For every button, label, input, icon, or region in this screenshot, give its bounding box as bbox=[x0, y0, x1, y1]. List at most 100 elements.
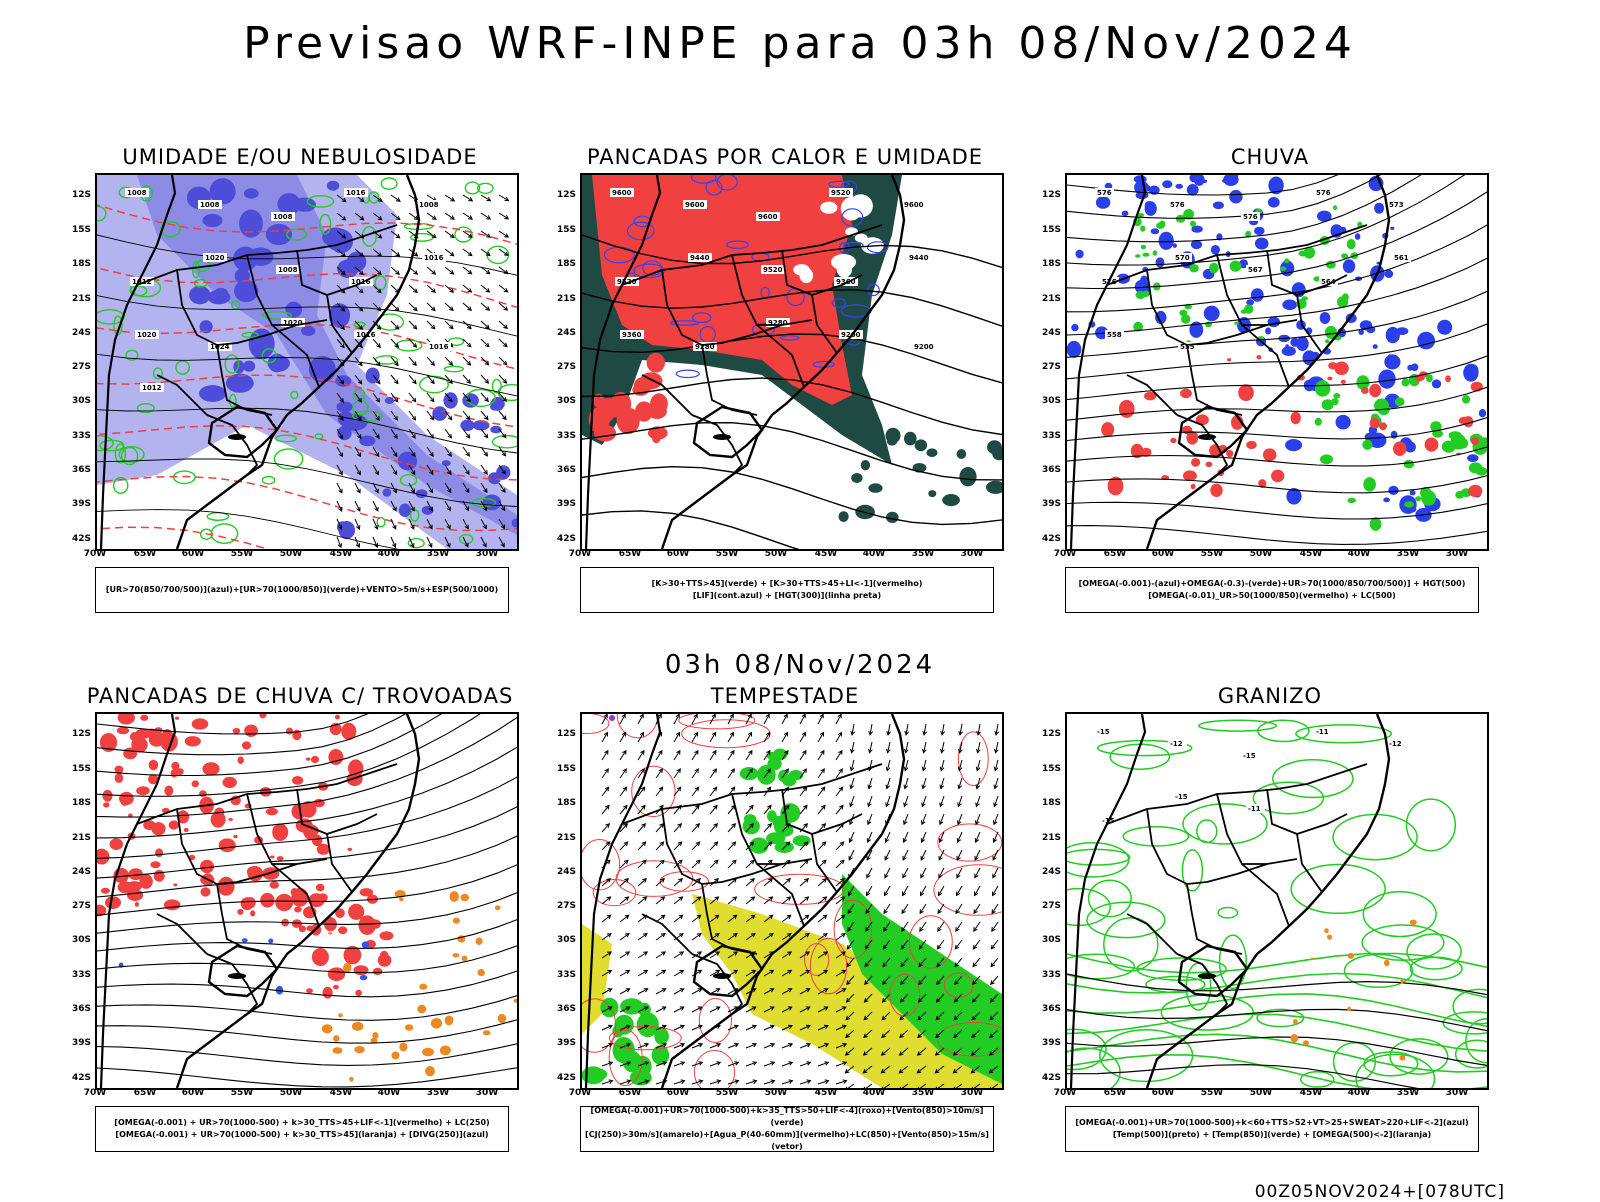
panel-legend: [K>30+TTS>45](verde) + [K>30+TTS>45+LI<-… bbox=[580, 567, 994, 613]
height-500-contours bbox=[1067, 175, 1487, 545]
contour-label: 9440 bbox=[690, 254, 710, 262]
state-border bbox=[326, 294, 353, 354]
lat-tick-label: 12S bbox=[71, 729, 91, 739]
lon-tick-label: 45W bbox=[1299, 1088, 1323, 1098]
lon-tick-label: 50W bbox=[1249, 549, 1273, 559]
legend-line: [OMEGA(-0.001) + UR>70(1000-500) + k>30_… bbox=[115, 1130, 489, 1139]
contour-label: 1012 bbox=[132, 278, 152, 286]
lat-tick-label: 30S bbox=[1041, 396, 1061, 406]
lon-tick-label: 60W bbox=[181, 549, 205, 559]
state-border bbox=[661, 269, 813, 346]
contour-label: -11 bbox=[1316, 728, 1329, 736]
humidity-mid-area bbox=[137, 175, 517, 535]
lat-tick-label: 39S bbox=[556, 1038, 576, 1048]
legend-line: [OMEGA(-0.001)+UR>70(1000-500)+k>35_TTS>… bbox=[590, 1106, 984, 1127]
contour-label: 1008 bbox=[419, 201, 439, 209]
state-border bbox=[691, 414, 744, 476]
uruguay-outline bbox=[207, 405, 279, 459]
state-border bbox=[691, 953, 744, 1015]
map-panel-5: TEMPESTADE 12S 15S 18S 21S 24S 27S 30S 33S 36S 39S… bbox=[550, 684, 1020, 1164]
lon-tick-label: 30W bbox=[475, 1088, 499, 1098]
lat-tick-label: 15S bbox=[71, 225, 91, 235]
lon-tick-label: 60W bbox=[1151, 1088, 1175, 1098]
lat-tick-label: 30S bbox=[556, 935, 576, 945]
forecast-map: 576 576 576 576 573 576 570 567 564 561 558 555 bbox=[1065, 173, 1489, 551]
contour-label: 9360 bbox=[836, 278, 856, 286]
lat-tick-label: 33S bbox=[556, 970, 576, 980]
contour-label: 1016 bbox=[429, 343, 449, 351]
contour-label: 1008 bbox=[278, 266, 298, 274]
contour-labels|5: -15-12-15-11-12-15-15-11 bbox=[1095, 727, 1406, 825]
lat-tick-label: 27S bbox=[556, 362, 576, 372]
legend-line: [UR>70(850/700/500)](azul)+[UR>70(1000/8… bbox=[105, 585, 499, 594]
contour-label: 9600 bbox=[904, 201, 924, 209]
lat-tick-label: 21S bbox=[1041, 294, 1061, 304]
longitude-axis: 70W 65W 60W 55W 50W 45W 40W 35W 30W bbox=[84, 549, 515, 563]
lat-tick-label: 36S bbox=[556, 465, 576, 475]
state-border bbox=[661, 808, 813, 885]
map-panel-3: CHUVA 12S 15S 18S 21S 24S 27S 30S 33S 36S 39S 42S 57… bbox=[1035, 145, 1505, 625]
lat-tick-label: 12S bbox=[71, 190, 91, 200]
state-border bbox=[1241, 324, 1290, 388]
lagoon bbox=[228, 973, 246, 979]
lagoon bbox=[1198, 973, 1216, 979]
state-border bbox=[156, 913, 208, 955]
lat-tick-label: 33S bbox=[71, 431, 91, 441]
jet-yellow-west bbox=[582, 924, 612, 1034]
contour-label: -15 bbox=[1097, 728, 1110, 736]
latitude-axis: 12S 15S 18S 21S 24S 27S 30S 33S 36S 39S 42S bbox=[65, 173, 93, 547]
longitude-axis: 70W 65W 60W 55W 50W 45W 40W 35W 30W bbox=[569, 1088, 1000, 1102]
temp-850-lines bbox=[1067, 952, 1487, 1088]
panel-title: TEMPESTADE bbox=[710, 684, 860, 708]
lon-tick-label: 45W bbox=[814, 1088, 838, 1098]
lon-tick-label: 35W bbox=[426, 549, 450, 559]
state-border bbox=[176, 269, 328, 346]
lon-tick-label: 65W bbox=[1103, 549, 1127, 559]
thunder-orange-cells bbox=[321, 890, 517, 1082]
lat-tick-label: 15S bbox=[556, 764, 576, 774]
state-border bbox=[246, 793, 297, 865]
west-coastline bbox=[99, 714, 177, 1088]
lat-tick-label: 39S bbox=[556, 499, 576, 509]
lagoon bbox=[1198, 434, 1216, 440]
teal-spots-ocean bbox=[838, 427, 1002, 523]
lon-tick-label: 45W bbox=[1299, 549, 1323, 559]
contour-label: 1020 bbox=[137, 331, 157, 339]
state-border bbox=[1296, 294, 1323, 354]
state-border bbox=[156, 374, 208, 416]
state-border bbox=[1126, 913, 1178, 955]
low-level-green-contours bbox=[97, 177, 517, 549]
state-border bbox=[1106, 763, 1368, 825]
lon-tick-label: 70W bbox=[83, 549, 107, 559]
lon-tick-label: 40W bbox=[862, 1088, 886, 1098]
lat-tick-label: 33S bbox=[71, 970, 91, 980]
contour-label: 9520 bbox=[763, 266, 783, 274]
lat-tick-label: 36S bbox=[1041, 465, 1061, 475]
lat-tick-label: 24S bbox=[556, 867, 576, 877]
lon-tick-label: 55W bbox=[1200, 549, 1224, 559]
panel-title: PANCADAS POR CALOR E UMIDADE bbox=[586, 145, 984, 169]
lon-tick-label: 50W bbox=[764, 549, 788, 559]
panel-legend: [OMEGA(-0.001)+UR>70(1000-500)+k<60+TTS>… bbox=[1065, 1106, 1479, 1152]
contour-label: 9600 bbox=[758, 213, 778, 221]
latitude-axis: 12S 15S 18S 21S 24S 27S 30S 33S 36S 39S 42S bbox=[550, 712, 578, 1086]
lon-tick-label: 40W bbox=[862, 549, 886, 559]
lon-tick-label: 70W bbox=[568, 1088, 592, 1098]
panel-legend: [OMEGA(-0.001) + UR>70(1000-500) + k>30_… bbox=[95, 1106, 509, 1152]
forecast-map: -15 -12 -15 -11 -12 -15 -15 -11 bbox=[1065, 712, 1489, 1090]
map-canvas: 1008 1008 1008 1016 1008 1012 1020 1008 1016 1016… bbox=[97, 175, 517, 549]
lat-tick-label: 42S bbox=[556, 1073, 576, 1083]
lat-tick-label: 15S bbox=[556, 225, 576, 235]
contour-label: 570 bbox=[1175, 254, 1190, 262]
contour-labels|0: 1008 1008 1008 1016 1008 1012 1020 1008 1016 1016… bbox=[125, 188, 451, 392]
contour-label: -12 bbox=[1389, 740, 1402, 748]
state-border bbox=[1146, 808, 1298, 885]
contour-label: 9440 bbox=[909, 254, 929, 262]
rain-band-green bbox=[1314, 373, 1487, 531]
lon-tick-label: 65W bbox=[1103, 1088, 1127, 1098]
lat-tick-label: 39S bbox=[71, 1038, 91, 1048]
forecast-map: 1008 1008 1008 1016 1008 1012 1020 1008 1016 1016… bbox=[95, 173, 519, 551]
contour-label: -11 bbox=[1248, 805, 1261, 813]
state-border bbox=[811, 294, 838, 354]
lat-tick-label: 36S bbox=[1041, 1004, 1061, 1014]
